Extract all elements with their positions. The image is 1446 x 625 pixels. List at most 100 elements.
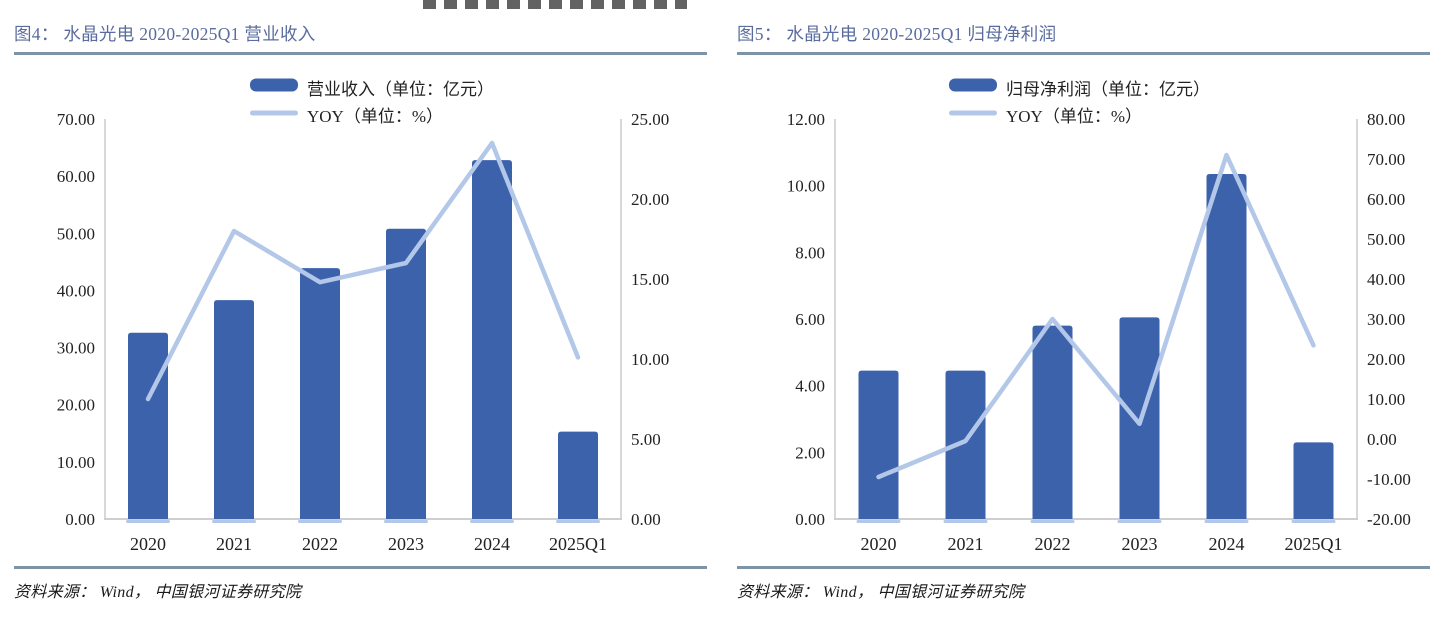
left-tick-label: 6.00	[795, 310, 825, 329]
right-tick-label: 80.00	[1367, 110, 1405, 129]
bar-base-2020	[126, 520, 170, 523]
axis-frame	[834, 119, 1358, 520]
right-tick-label: 10.00	[1367, 390, 1405, 409]
bar-base-2024	[1204, 520, 1249, 523]
left-tick-label: 10.00	[787, 177, 825, 196]
legend: 营业收入（单位：亿元） YOY（单位：%）	[250, 78, 494, 126]
figure-5-title: 图5： 水晶光电 2020-2025Q1 归母净利润	[737, 24, 1057, 44]
bar-base-2024	[470, 520, 514, 523]
legend-bar-label: 归母净利润（单位：亿元）	[1006, 80, 1210, 99]
right-tick-label: 70.00	[1367, 150, 1405, 169]
x-axis-labels: 2020 2021 2022 2023 2024 2025Q1	[861, 534, 1343, 554]
legend-bar-swatch	[949, 78, 997, 92]
figure-5-bottom-rule	[737, 566, 1430, 569]
right-tick-label: -10.00	[1367, 470, 1411, 489]
figure-5-source: 资料来源： Wind， 中国银河证券研究院	[737, 584, 1025, 601]
bar-base-2022	[1030, 520, 1075, 523]
left-tick-label: 30.00	[57, 339, 95, 358]
left-tick-label: 60.00	[57, 167, 95, 186]
bar-2022	[1032, 325, 1073, 519]
bar-2025Q1	[1293, 442, 1334, 519]
net-profit-chart-area: 归母净利润（单位：亿元） YOY（单位：%） 0.00 2.00 4.00 6.00 8.0…	[737, 59, 1430, 564]
left-axis-ticks: 0.00 2.00 4.00 6.00 8.00 10.00 12.00	[787, 110, 825, 529]
figure-5-net-profit: 图5： 水晶光电 2020-2025Q1 归母净利润 归母净利润（单位：亿元） Y…	[723, 0, 1446, 602]
legend-bar-swatch	[250, 78, 298, 92]
figure-5-title-rule	[737, 52, 1430, 55]
right-tick-label: 20.00	[631, 190, 669, 209]
left-tick-label: 40.00	[57, 281, 95, 300]
right-tick-label: 25.00	[631, 110, 669, 129]
x-label-2020: 2020	[861, 534, 897, 554]
bar-2024	[1206, 174, 1247, 519]
bar-2021	[945, 370, 986, 519]
clipped-heading-fragment	[423, 0, 687, 9]
right-tick-label: 10.00	[631, 350, 669, 369]
bar-base-2021	[943, 520, 988, 523]
left-tick-label: 12.00	[787, 110, 825, 129]
right-tick-label: 20.00	[1367, 350, 1405, 369]
right-tick-label: 5.00	[631, 430, 661, 449]
x-label-2020: 2020	[130, 534, 166, 554]
bar-2024	[472, 160, 512, 519]
bar-base-2023	[384, 520, 428, 523]
left-tick-label: 70.00	[57, 110, 95, 129]
figure-columns: 图4： 水晶光电 2020-2025Q1 营业收入 营业收入（单位：亿元） YOY…	[14, 0, 1446, 602]
bar-base-2022	[298, 520, 342, 523]
legend-line-swatch	[250, 110, 298, 116]
left-tick-label: 8.00	[795, 243, 825, 262]
x-label-2023: 2023	[1122, 534, 1158, 554]
left-tick-label: 50.00	[57, 224, 95, 243]
left-tick-label: 20.00	[57, 396, 95, 415]
figure-4-source: 资料来源： Wind， 中国银河证券研究院	[14, 584, 302, 601]
x-label-2021: 2021	[216, 534, 252, 554]
bar-2021	[214, 300, 254, 519]
bar-series	[856, 174, 1336, 523]
right-tick-label: 60.00	[1367, 190, 1405, 209]
left-tick-label: 2.00	[795, 443, 825, 462]
bar-base-2020	[856, 520, 901, 523]
left-tick-label: 10.00	[57, 453, 95, 472]
bar-series	[126, 160, 600, 523]
net-profit-combo-chart: 归母净利润（单位：亿元） YOY（单位：%） 0.00 2.00 4.00 6.00 8.0…	[787, 78, 1411, 554]
axis-frame	[104, 119, 622, 520]
right-tick-label: 50.00	[1367, 230, 1405, 249]
right-tick-label: 0.00	[631, 510, 661, 529]
x-label-2022: 2022	[1035, 534, 1071, 554]
x-label-2024: 2024	[474, 534, 510, 554]
yoy-line	[145, 140, 581, 402]
x-label-2022: 2022	[302, 534, 338, 554]
bar-2020	[128, 332, 168, 519]
right-tick-label: 30.00	[1367, 310, 1405, 329]
right-axis-ticks: 0.00 5.00 10.00 15.00 20.00 25.00	[631, 110, 669, 529]
legend-line-label: YOY（单位：%）	[307, 107, 443, 126]
yoy-line	[876, 152, 1316, 480]
figure-4-bottom-rule	[14, 566, 707, 569]
bar-base-2023	[1117, 520, 1162, 523]
legend-line-swatch	[949, 110, 997, 116]
x-label-2024: 2024	[1209, 534, 1245, 554]
legend-bar-label: 营业收入（单位：亿元）	[307, 80, 494, 99]
legend: 归母净利润（单位：亿元） YOY（单位：%）	[949, 78, 1210, 126]
x-label-2021: 2021	[948, 534, 984, 554]
right-tick-label: 0.00	[1367, 430, 1397, 449]
right-tick-label: -20.00	[1367, 510, 1411, 529]
revenue-chart-area: 营业收入（单位：亿元） YOY（单位：%） 0.00 10.00 20.00 30.00 4…	[14, 59, 707, 564]
bar-2025Q1	[558, 431, 598, 519]
figure-4-title: 图4： 水晶光电 2020-2025Q1 营业收入	[14, 24, 316, 44]
right-tick-label: 15.00	[631, 270, 669, 289]
right-tick-label: 40.00	[1367, 270, 1405, 289]
left-tick-label: 4.00	[795, 377, 825, 396]
right-axis-ticks: -20.00 -10.00 0.00 10.00 20.00 30.00 40.00 50.0…	[1367, 110, 1411, 529]
bar-2020	[858, 370, 899, 519]
x-label-2025Q1: 2025Q1	[549, 534, 607, 554]
left-tick-label: 0.00	[795, 510, 825, 529]
left-axis-ticks: 0.00 10.00 20.00 30.00 40.00 50.00 60.00 70.00	[57, 110, 95, 529]
x-label-2023: 2023	[388, 534, 424, 554]
bar-base-2025Q1	[556, 520, 600, 523]
bar-base-2021	[212, 520, 256, 523]
bar-2022	[300, 268, 340, 519]
revenue-combo-chart: 营业收入（单位：亿元） YOY（单位：%） 0.00 10.00 20.00 30.00 4…	[57, 78, 669, 554]
left-tick-label: 0.00	[65, 510, 95, 529]
x-label-2025Q1: 2025Q1	[1285, 534, 1343, 554]
